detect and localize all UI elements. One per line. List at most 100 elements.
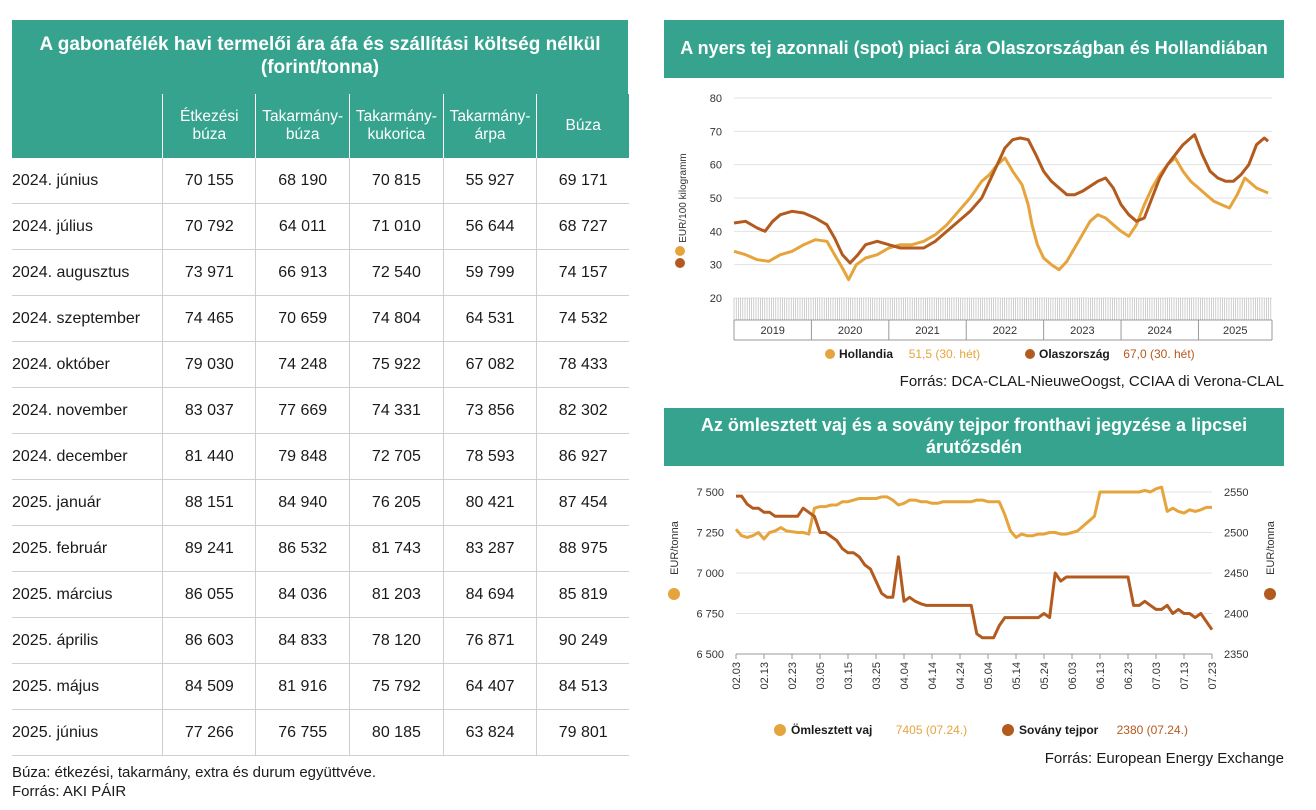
row-value: 74 532	[536, 295, 629, 342]
x-tick-label: 03.05	[815, 662, 827, 690]
row-value: 59 799	[442, 249, 537, 296]
y-left-tick-label: 6 750	[696, 609, 724, 621]
x-tick-label: 2024	[1148, 325, 1172, 337]
row-value: 76 205	[349, 479, 444, 526]
row-month: 2025. május	[12, 663, 163, 710]
row-value: 88 151	[162, 479, 256, 526]
row-value: 70 815	[349, 158, 444, 204]
legend-marker	[825, 349, 835, 359]
row-value: 70 155	[162, 158, 256, 204]
row-value: 69 171	[536, 158, 629, 204]
row-value: 76 755	[255, 709, 350, 756]
row-month: 2025. április	[12, 617, 163, 664]
row-value: 63 824	[442, 709, 537, 756]
table-header-row: Étkezési búza Takarmány-búza Takarmány-k…	[12, 94, 629, 158]
row-value: 78 120	[349, 617, 444, 664]
legend-marker	[1025, 349, 1035, 359]
x-tick-label: 06.13	[1095, 662, 1107, 690]
y-left-axis-label: EUR/tonna	[669, 520, 681, 575]
row-value: 89 241	[162, 525, 256, 572]
grain-price-table: Étkezési búza Takarmány-búza Takarmány-k…	[12, 94, 629, 756]
y-tick-label: 30	[710, 260, 722, 272]
table-row: 2024. november 83 037 77 669 74 331 73 856 82…	[12, 387, 629, 434]
row-value: 80 421	[442, 479, 537, 526]
row-value: 73 971	[162, 249, 256, 296]
row-month: 2024. július	[12, 203, 163, 250]
row-value: 77 669	[255, 387, 350, 434]
y-right-tick-label: 2500	[1224, 528, 1248, 540]
x-tick-label: 05.14	[1011, 662, 1023, 690]
row-value: 90 249	[536, 617, 629, 664]
table-title: A gabonafélék havi termelői ára áfa és s…	[12, 20, 628, 94]
row-value: 73 856	[442, 387, 537, 434]
row-value: 81 203	[349, 571, 444, 618]
table-row: 2025. február 89 241 86 532 81 743 83 287 88 …	[12, 525, 629, 572]
y-right-axis-marker	[1264, 588, 1276, 600]
row-value: 86 927	[536, 433, 629, 480]
row-month: 2024. november	[12, 387, 163, 434]
y-left-tick-label: 6 500	[696, 649, 724, 661]
row-value: 84 513	[536, 663, 629, 710]
row-value: 70 659	[255, 295, 350, 342]
legend-label: Ömlesztett vaj	[791, 722, 872, 737]
y-left-tick-label: 7 500	[696, 487, 724, 499]
x-tick-label: 2023	[1070, 325, 1094, 337]
x-tick-label: 07.13	[1179, 662, 1191, 690]
y-right-tick-label: 2400	[1224, 609, 1248, 621]
milk-chart-title: A nyers tej azonnali (spot) piaci ára Ol…	[664, 20, 1284, 78]
y-left-axis-marker	[668, 588, 680, 600]
row-value: 83 287	[442, 525, 537, 572]
x-tick-label: 03.25	[871, 662, 883, 690]
header-takarmany-buza: Takarmány-búza	[255, 94, 350, 158]
x-tick-label: 06.03	[1067, 662, 1079, 690]
y-tick-label: 80	[710, 93, 722, 105]
table-row: 2025. január 88 151 84 940 76 205 80 421 87 4…	[12, 479, 629, 526]
series-line-vaj	[734, 485, 1212, 541]
table-row: 2025. március 86 055 84 036 81 203 84 694 85 …	[12, 571, 629, 618]
table-note: Búza: étkezési, takarmány, extra és duru…	[12, 764, 377, 781]
x-tick-label: 02.23	[787, 662, 799, 690]
legend-marker	[1002, 724, 1014, 736]
row-month: 2024. augusztus	[12, 249, 163, 296]
row-value: 74 804	[349, 295, 444, 342]
row-month: 2025. március	[12, 571, 163, 618]
x-tick-label: 2025	[1223, 325, 1247, 337]
row-value: 74 248	[255, 341, 350, 388]
row-value: 79 848	[255, 433, 350, 480]
row-value: 70 792	[162, 203, 256, 250]
row-value: 68 727	[536, 203, 629, 250]
table-row: 2024. augusztus 73 971 66 913 72 540 59 799 7…	[12, 249, 629, 296]
x-tick-label: 07.03	[1151, 662, 1163, 690]
x-tick-label: 03.15	[843, 662, 855, 690]
x-tick-label: 04.14	[927, 662, 939, 690]
y-axis-marker-olaszorszag	[675, 258, 685, 268]
row-value: 56 644	[442, 203, 537, 250]
row-value: 72 540	[349, 249, 444, 296]
row-value: 72 705	[349, 433, 444, 480]
row-value: 86 055	[162, 571, 256, 618]
row-value: 67 082	[442, 341, 537, 388]
table-row: 2024. június 70 155 68 190 70 815 55 927 69 1…	[12, 158, 629, 204]
butter-chart-title: Az ömlesztett vaj és a sovány tejpor fro…	[664, 408, 1284, 466]
row-value: 71 010	[349, 203, 444, 250]
butter-smp-chart: 7 500 7 250 7 000 6 750 6 500 2550 2500 2450 240…	[668, 485, 1277, 737]
x-tick-label: 05.24	[1039, 662, 1051, 690]
y-left-tick-label: 7 000	[696, 568, 724, 580]
y-right-axis-label: EUR/tonna	[1265, 520, 1277, 575]
header-takarmany-arpa: Takarmány-árpa	[442, 94, 537, 158]
row-value: 74 157	[536, 249, 629, 296]
row-value: 74 465	[162, 295, 256, 342]
y-tick-label: 70	[710, 126, 722, 138]
row-value: 78 433	[536, 341, 629, 388]
row-value: 64 407	[442, 663, 537, 710]
x-tick-label: 04.04	[899, 662, 911, 690]
row-month: 2024. december	[12, 433, 163, 480]
header-etkezesi-buza: Étkezési búza	[162, 94, 256, 158]
row-value: 84 833	[255, 617, 350, 664]
legend-marker	[774, 724, 786, 736]
legend-label: Sovány tejpor	[1019, 723, 1099, 737]
row-month: 2025. február	[12, 525, 163, 572]
legend-value: 2380 (07.24.)	[1117, 723, 1188, 737]
header-buza: Búza	[536, 94, 629, 158]
header-month	[12, 94, 163, 158]
